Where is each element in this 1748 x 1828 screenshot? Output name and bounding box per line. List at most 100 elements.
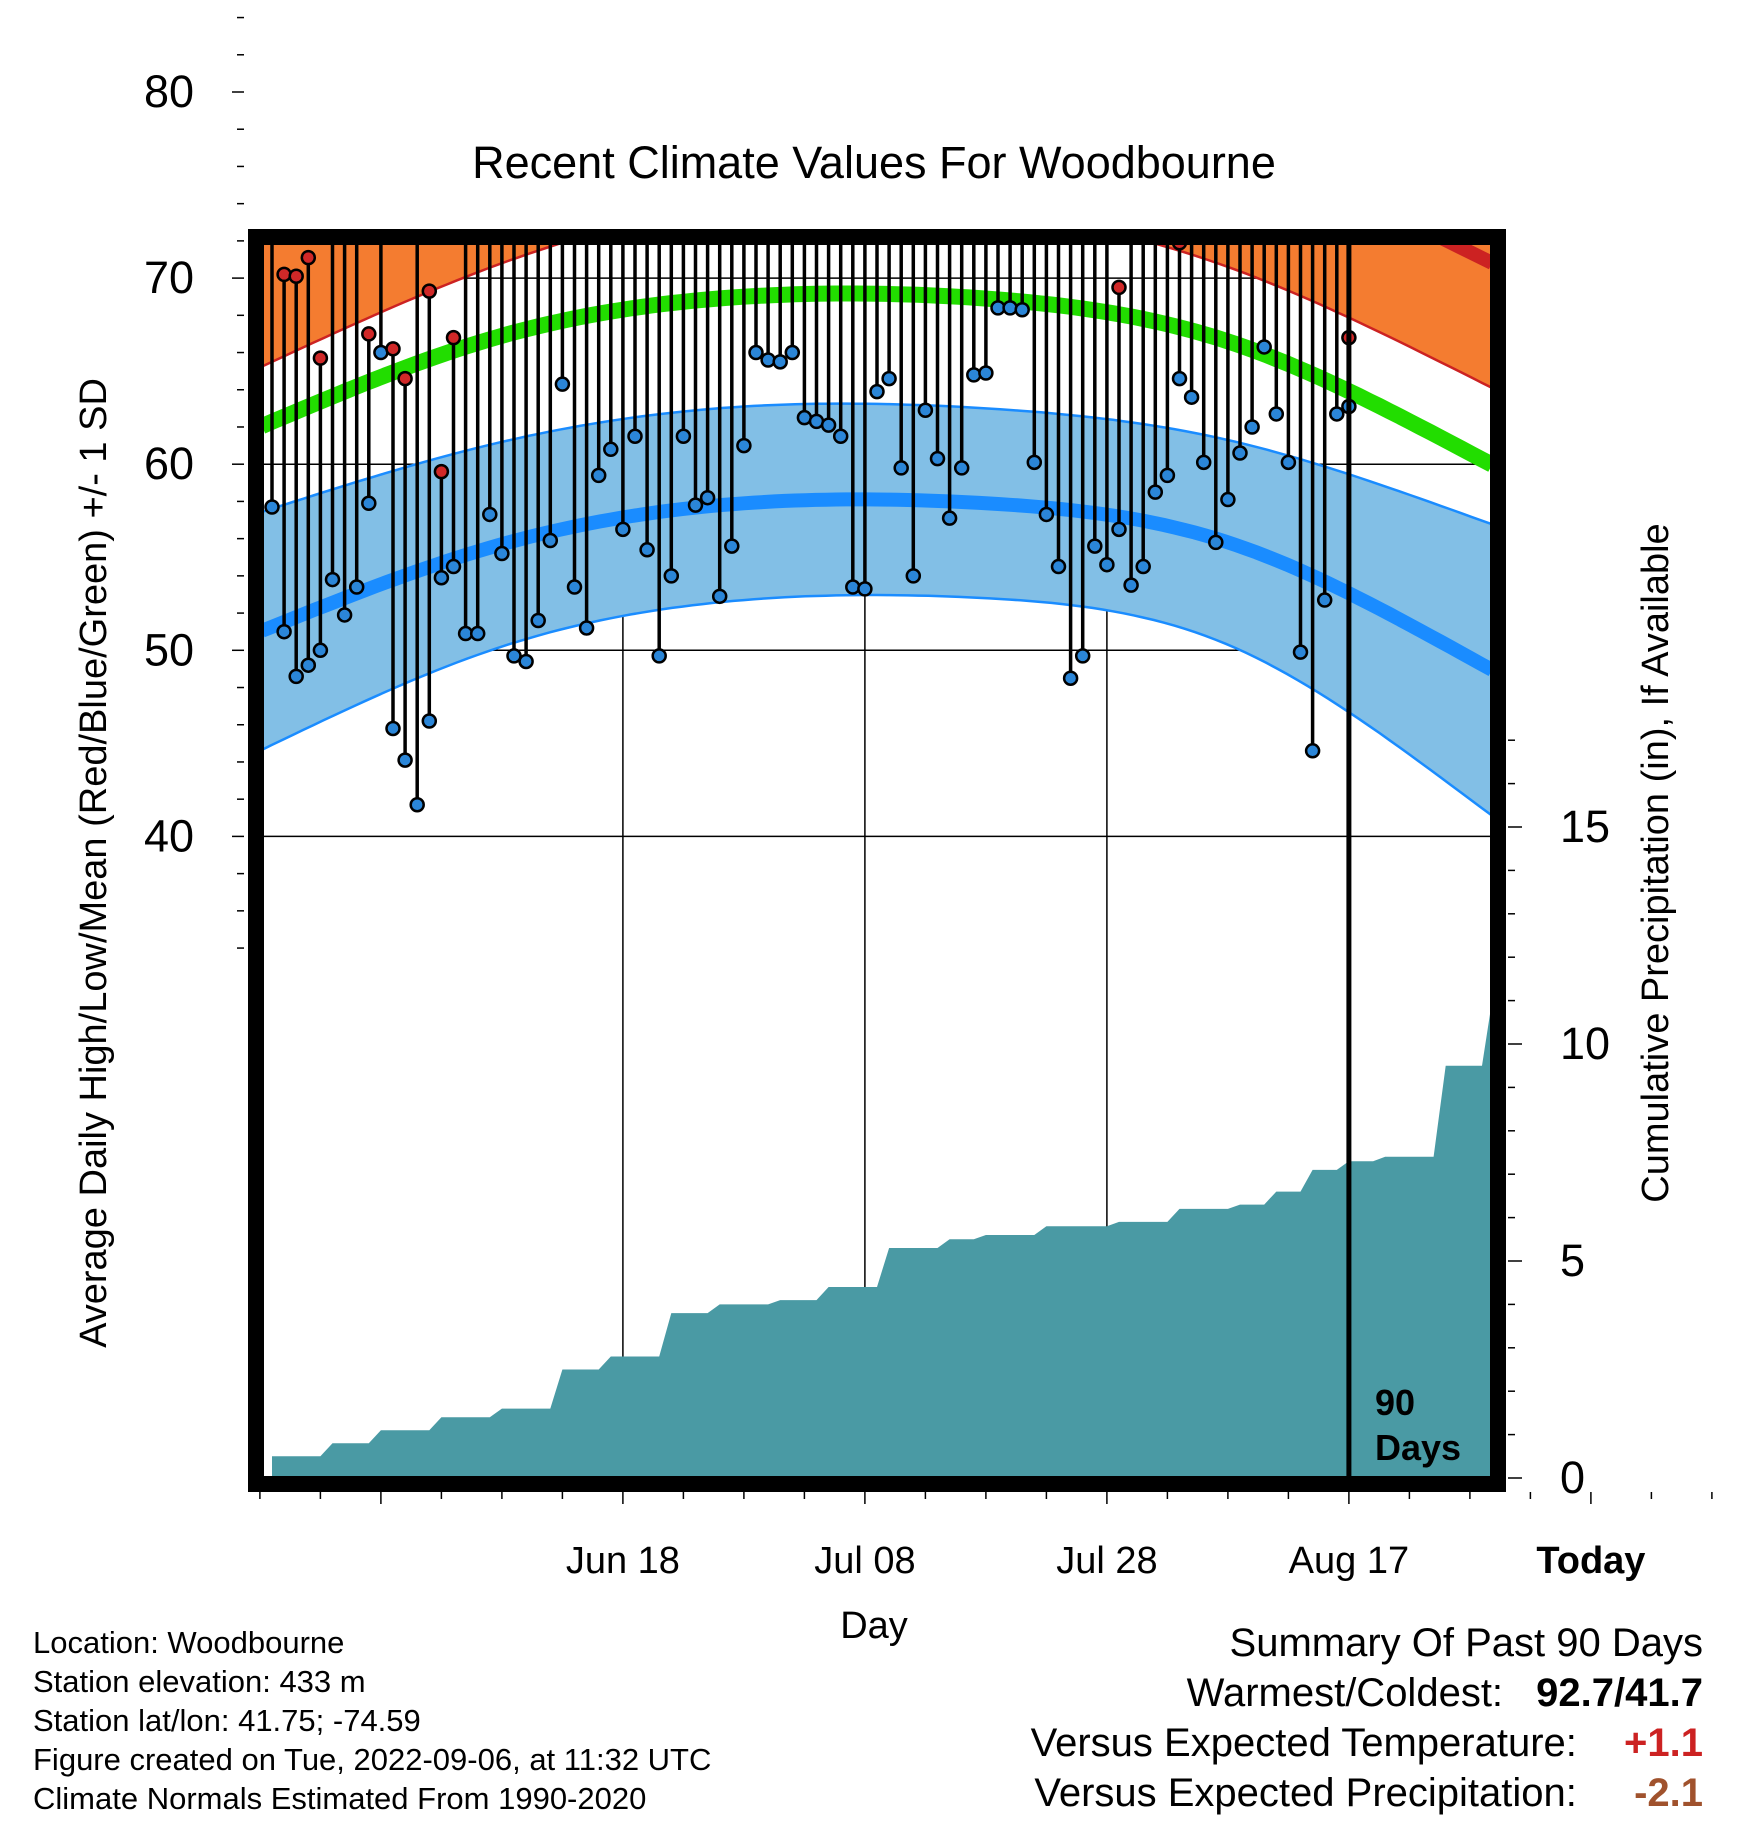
daily-low-point: [1171, 370, 1188, 387]
info-latlon: Station lat/lon: 41.75; -74.59: [33, 1703, 421, 1738]
daily-low-point: [409, 797, 425, 813]
x-tick-label: Aug 17: [1289, 1540, 1409, 1582]
daily-low-point: [1208, 534, 1224, 551]
daily-low-point: [1135, 558, 1151, 575]
daily-low-point: [1220, 491, 1236, 508]
daily-high-point: [445, 329, 462, 346]
daily-low-point: [1316, 592, 1333, 608]
daily-low-point: [615, 521, 631, 538]
daily-low-point: [385, 720, 401, 737]
daily-low-point: [784, 344, 801, 361]
daily-high-point: [1185, 84, 1198, 97]
info-elevation: Station elevation: 433 m: [33, 1664, 366, 1699]
daily-low-point: [941, 510, 958, 526]
daily-high-point: [300, 249, 317, 266]
summary-title: Summary Of Past 90 Days: [1229, 1621, 1703, 1665]
daily-low-point: [687, 497, 704, 513]
y-tick-label-60: 60: [144, 438, 194, 489]
summary-warmest-row: Warmest/Coldest: 92.7/41.7: [1031, 1668, 1703, 1718]
daily-low-point: [953, 460, 970, 476]
daily-low-point: [832, 428, 849, 445]
today-label-90: 90: [1375, 1382, 1415, 1423]
daily-high-point: [459, 76, 472, 89]
daily-high-point: [834, 67, 847, 80]
plot-frame: [248, 229, 1506, 1492]
daily-low-point: [288, 668, 304, 685]
daily-low-point: [1232, 445, 1248, 461]
daily-low-point: [1183, 389, 1200, 405]
daily-high-point: [1137, 0, 1150, 13]
plot-clip-group: [262, 0, 1492, 1478]
daily-low-point: [966, 367, 982, 383]
daily-high-point: [713, 110, 726, 123]
daily-high-point: [385, 341, 401, 357]
daily-low-point: [639, 542, 655, 558]
daily-low-point: [397, 752, 413, 768]
x-tick-label: Jun 18: [566, 1540, 680, 1582]
daily-low-point: [264, 499, 280, 515]
daily-low-point: [651, 648, 667, 664]
precip-tick-label-0: 0: [1560, 1452, 1585, 1503]
daily-high-point: [943, 17, 956, 30]
daily-low-point: [1123, 577, 1139, 593]
daily-high-point: [762, 0, 775, 2]
daily-low-point: [1002, 300, 1018, 316]
daily-high-point: [701, 123, 714, 136]
daily-low-point: [542, 532, 559, 549]
x-tick-label: Jul 28: [1056, 1540, 1157, 1582]
daily-high-point: [1282, 195, 1295, 208]
daily-low-point: [1026, 454, 1043, 471]
daily-low-point: [845, 579, 861, 595]
daily-low-point: [978, 365, 994, 381]
summary-panel: Summary Of Past 90 Days Warmest/Coldest:…: [1031, 1618, 1703, 1818]
daily-low-point: [1111, 521, 1127, 538]
daily-low-point: [1280, 454, 1297, 471]
x-tick-label: Jul 08: [814, 1540, 915, 1582]
daily-high-point: [1028, 110, 1041, 123]
daily-low-point: [1038, 506, 1055, 523]
daily-high-point: [556, 89, 569, 102]
daily-high-point: [677, 0, 690, 13]
plot-area: [262, 0, 1492, 1478]
daily-high-point: [858, 69, 871, 82]
daily-low-point: [772, 354, 788, 370]
summary-warmest-value: 92.7/41.7: [1536, 1671, 1703, 1715]
daily-high-point: [288, 268, 304, 284]
daily-high-point: [374, 84, 387, 97]
y-tick-label-80: 80: [144, 66, 194, 117]
daily-low-point: [276, 623, 292, 640]
daily-high-point: [326, 141, 339, 154]
y-tick-label-70: 70: [144, 252, 194, 303]
daily-low-point: [736, 437, 752, 454]
daily-high-point: [471, 15, 484, 28]
daily-low-point: [857, 581, 873, 597]
daily-high-point: [1306, 167, 1319, 180]
daily-low-point: [1292, 644, 1309, 660]
daily-high-point: [1209, 9, 1222, 22]
daily-high-point: [665, 76, 678, 89]
daily-low-point: [1087, 538, 1103, 554]
daily-high-point: [312, 350, 329, 366]
daily-high-point: [397, 370, 413, 387]
daily-high-point: [1111, 279, 1127, 296]
daily-low-point: [905, 568, 922, 584]
daily-low-point: [627, 428, 643, 445]
daily-low-point: [324, 571, 341, 588]
daily-low-point: [1099, 556, 1115, 573]
daily-high-point: [895, 113, 908, 126]
daily-high-point: [846, 201, 859, 214]
daily-high-point: [1318, 156, 1331, 169]
summary-precip-row: Versus Expected Precipitation: -2.1: [1031, 1768, 1703, 1818]
daily-high-point: [433, 463, 450, 480]
daily-high-point: [483, 32, 496, 45]
daily-low-point: [675, 428, 692, 445]
daily-high-point: [276, 266, 292, 283]
daily-low-point: [336, 607, 353, 623]
daily-high-point: [1161, 30, 1174, 43]
daily-low-point: [590, 467, 607, 484]
daily-low-point: [699, 489, 716, 506]
daily-high-point: [750, 115, 763, 128]
info-created: Figure created on Tue, 2022-09-06, at 11…: [33, 1742, 712, 1777]
daily-high-point: [1149, 0, 1162, 9]
